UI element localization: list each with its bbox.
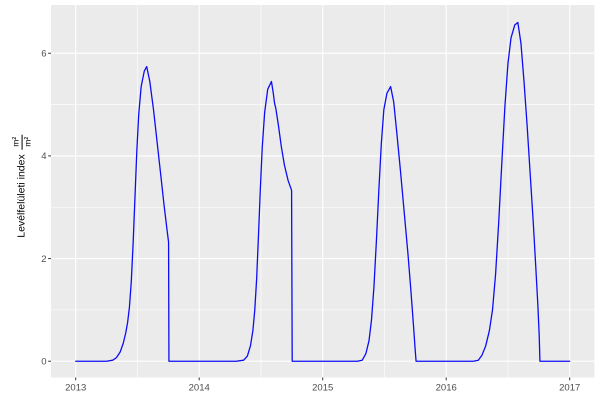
x-tick-label: 2017 (559, 383, 580, 394)
lai-series-line (75, 21, 571, 362)
y-tick-label: 0 (41, 357, 46, 368)
y-axis-title: Levélfelületi index m² m² (10, 134, 33, 238)
fraction-numerator: m² (10, 136, 21, 147)
fraction-denominator: m² (22, 136, 33, 147)
y-tick-label: 2 (41, 254, 46, 265)
x-tick-label: 2015 (312, 383, 333, 394)
y-tick-label: 6 (41, 49, 46, 60)
x-tick-label: 2016 (436, 383, 457, 394)
y-axis-title-text: Levélfelületi index (16, 154, 28, 238)
x-tick-label: 2013 (65, 383, 86, 394)
y-tick-label: 4 (41, 151, 46, 162)
x-tick-label: 2014 (189, 383, 210, 394)
y-axis-unit-fraction: m² m² (10, 134, 33, 150)
